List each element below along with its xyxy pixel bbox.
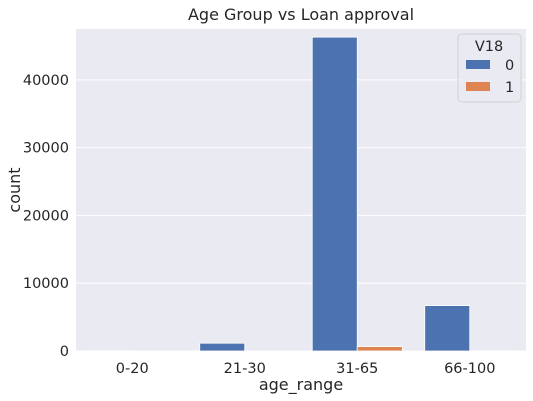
- y-axis-label: count: [5, 167, 24, 212]
- x-tick-label: 21-30: [224, 361, 266, 377]
- x-ticks: 0-20 21-30 31-65 66-100: [116, 361, 496, 377]
- legend-label-0: 0: [505, 58, 514, 74]
- x-tick-label: 0-20: [116, 361, 149, 377]
- bar-66-100-series-0: [424, 305, 471, 352]
- legend-title: V18: [475, 39, 503, 55]
- bars: [86, 36, 516, 352]
- legend-label-1: 1: [505, 80, 514, 96]
- legend-swatch-1: [466, 82, 490, 91]
- bar-31-65-series-1: [356, 346, 403, 352]
- plot-area: [76, 29, 526, 351]
- y-tick-label: 30000: [23, 141, 69, 157]
- bar-31-65-series-0: [311, 36, 358, 352]
- x-tick-label: 66-100: [444, 361, 495, 377]
- x-tick-label: 31-65: [336, 361, 378, 377]
- legend-swatch-0: [466, 60, 490, 69]
- bar-21-30-series-0: [199, 342, 246, 352]
- chart-title: Age Group vs Loan approval: [188, 5, 414, 24]
- y-tick-label: 10000: [23, 276, 69, 292]
- y-tick-label: 20000: [23, 208, 69, 224]
- y-tick-label: 0: [60, 344, 69, 360]
- y-tick-label: 40000: [23, 73, 69, 89]
- y-ticks: 0 10000 20000 30000 40000: [23, 73, 69, 360]
- x-axis-label: age_range: [259, 375, 343, 395]
- legend: V18 0 1: [457, 33, 522, 103]
